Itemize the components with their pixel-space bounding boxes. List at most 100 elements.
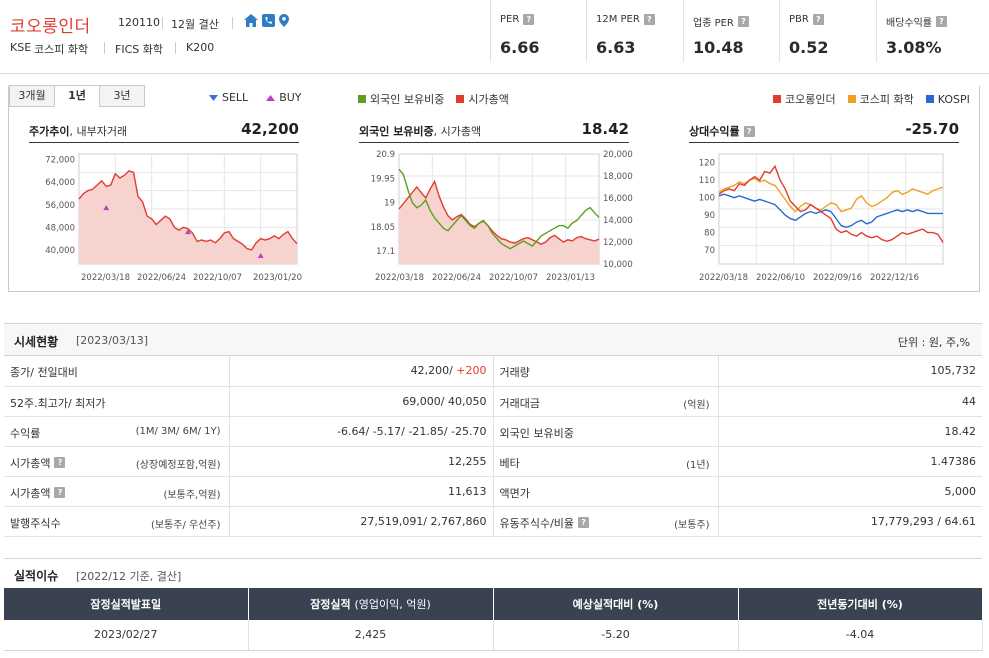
metric-value: 0.52 [789, 38, 829, 57]
row-change: +200 [452, 364, 487, 378]
row-value: -6.64/ -5.17/ -21.85/ -25.70 [337, 424, 487, 438]
cell-label: 베타 (1년) [492, 446, 718, 477]
cell-value: 44 [717, 386, 982, 417]
legend-company-label: 코오롱인더 [785, 93, 836, 106]
y-right-tick-label: 16,000 [603, 194, 633, 204]
location-pin-icon[interactable] [279, 14, 289, 27]
row-sublabel: (보통주,억원) [163, 489, 221, 501]
divider [359, 142, 629, 143]
row-value: 11,613 [448, 484, 487, 498]
mcap-area [399, 181, 599, 264]
legend-foreign: 외국인 보유비중 시가총액 [358, 91, 509, 107]
cell-label: 수익률 (1M/ 3M/ 6M/ 1Y) [4, 416, 229, 447]
cell-date: 2023/02/27 [4, 620, 249, 651]
cell-value: 69,000/ 40,050 [228, 386, 493, 417]
row-sublabel: (억원) [683, 399, 710, 411]
chart-title-rest: , 시가총액 [433, 125, 482, 138]
phone-icon[interactable] [262, 14, 275, 27]
help-icon[interactable]: ? [578, 517, 590, 528]
settlement-month: 12월 결산 [171, 18, 219, 31]
chart-relative-value: -25.70 [905, 120, 959, 138]
help-icon[interactable]: ? [523, 14, 535, 25]
earnings-section: 실적이슈 [2022/12 기준, 결산] 잠정실적발표일 잠정실적 (영업이익… [4, 558, 983, 651]
cell-value: 11,613 [228, 476, 493, 507]
section-title: 시세현황 [14, 335, 59, 349]
y-tick-label: 90 [704, 211, 715, 221]
tab-3m[interactable]: 3개월 [9, 85, 55, 107]
x-tick-label: 2022/06/24 [432, 273, 481, 283]
help-icon[interactable]: ? [812, 14, 824, 25]
price-area [79, 170, 297, 264]
row-value: 44 [962, 394, 976, 408]
table-row: 종가/ 전일대비 42,200/ +200 거래량 105,732 [4, 356, 982, 387]
buy-marker [103, 205, 110, 211]
y-tick-label: 110 [699, 176, 715, 186]
foreign-chart: 20.9 19.95 19 18.05 17.1 20,000 18,000 16,000 14… [371, 150, 633, 283]
metric-label: 업종 PER [693, 18, 734, 29]
cell-label: 외국인 보유비중 [492, 416, 718, 447]
home-icon[interactable] [244, 14, 258, 27]
help-icon[interactable]: ? [54, 487, 66, 498]
buy-marker [185, 229, 191, 235]
section-title: 실적이슈 [14, 569, 59, 583]
divider [232, 17, 233, 29]
table-row: 수익률 (1M/ 3M/ 6M/ 1Y) -6.64/ -5.17/ -21.85/… [4, 416, 982, 447]
legend-swatch [358, 95, 366, 103]
sector-kospi[interactable]: 코스피 화학 [34, 43, 89, 56]
help-icon[interactable]: ? [54, 457, 66, 468]
legend-kospichem-label: 코스피 화학 [859, 93, 914, 106]
y-tick-label: 100 [699, 194, 715, 204]
cell-value: -6.64/ -5.17/ -21.85/ -25.70 [228, 416, 493, 447]
divider [175, 42, 176, 54]
cell-value: 12,255 [228, 446, 493, 477]
unit-label: 단위 : 원, 주,% [897, 336, 970, 349]
section-header: 실적이슈 [2022/12 기준, 결산] [4, 558, 982, 588]
y-left-tick-label: 17.1 [376, 247, 395, 257]
y-right-tick-label: 14,000 [603, 216, 633, 226]
table-row: 시가총액? (보통주,억원) 11,613 액면가 5,000 [4, 476, 982, 507]
divider [162, 17, 163, 29]
row-label: 액면가 [499, 486, 530, 500]
row-value: 69,000/ 40,050 [402, 394, 487, 408]
row-sublabel: (상장예정포함,억원) [135, 459, 221, 471]
market-table: 종가/ 전일대비 42,200/ +200 거래량 105,732 52주.최고가/ 최… [4, 356, 982, 537]
legend-foreign-label: 외국인 보유비중 [370, 93, 445, 106]
chart-foreign-title: 외국인 보유비중, 시가총액 [359, 123, 481, 139]
row-label: 수익률 [10, 426, 41, 440]
legend-mcap-label: 시가총액 [468, 93, 509, 106]
col-header-date: 잠정실적발표일 [4, 588, 249, 620]
price-line [78, 170, 298, 251]
market-name: KSE [10, 41, 32, 54]
legend-sell: SELL [222, 91, 249, 104]
divider [689, 142, 959, 143]
row-label: 시가총액 [10, 456, 51, 470]
col-header-prelim: 잠정실적 (영업이익, 억원) [248, 588, 494, 620]
stock-header: 코오롱인더 120110 12월 결산 KSE 코스피 화학 FICS 화학 K… [0, 0, 989, 74]
legend-relative: 코오롱인더 코스피 화학 KOSPI [773, 91, 970, 107]
sector-fics[interactable]: FICS 화학 [115, 43, 163, 56]
tab-1y[interactable]: 1년 [54, 85, 100, 107]
metric-per: PER? 6.66 [490, 0, 585, 62]
help-icon[interactable]: ? [936, 16, 947, 27]
company-name[interactable]: 코오롱인더 [10, 17, 91, 37]
help-icon[interactable]: ? [643, 14, 655, 25]
x-tick-label: 2023/01/13 [546, 273, 595, 283]
help-icon[interactable]: ? [737, 16, 749, 27]
y-right-tick-label: 12,000 [603, 238, 633, 248]
mcap-line [398, 179, 600, 245]
metric-value: 3.08% [886, 38, 942, 57]
table-row: 52주.최고가/ 최저가 69,000/ 40,050 거래대금 (억원) 44 [4, 386, 982, 417]
legend-swatch [456, 95, 465, 103]
help-icon[interactable]: ? [743, 125, 755, 137]
metric-value: 6.63 [596, 38, 636, 57]
tab-3y[interactable]: 3년 [99, 85, 145, 107]
row-label: 외국인 보유비중 [499, 426, 574, 440]
chart-panel: 3개월 1년 3년 SELL BUY 외국인 보유비중 시가총액 코오롱인더 코… [8, 85, 980, 292]
cell-label: 액면가 [492, 476, 718, 507]
company-links [244, 14, 289, 27]
x-tick-label: 2022/03/18 [699, 273, 748, 283]
row-label: 거래대금 [499, 396, 540, 410]
cell-label: 52주.최고가/ 최저가 [4, 386, 229, 417]
chart-title-rest: , 내부자거래 [69, 125, 128, 138]
section-date: [2022/12 기준, 결산] [76, 570, 182, 583]
